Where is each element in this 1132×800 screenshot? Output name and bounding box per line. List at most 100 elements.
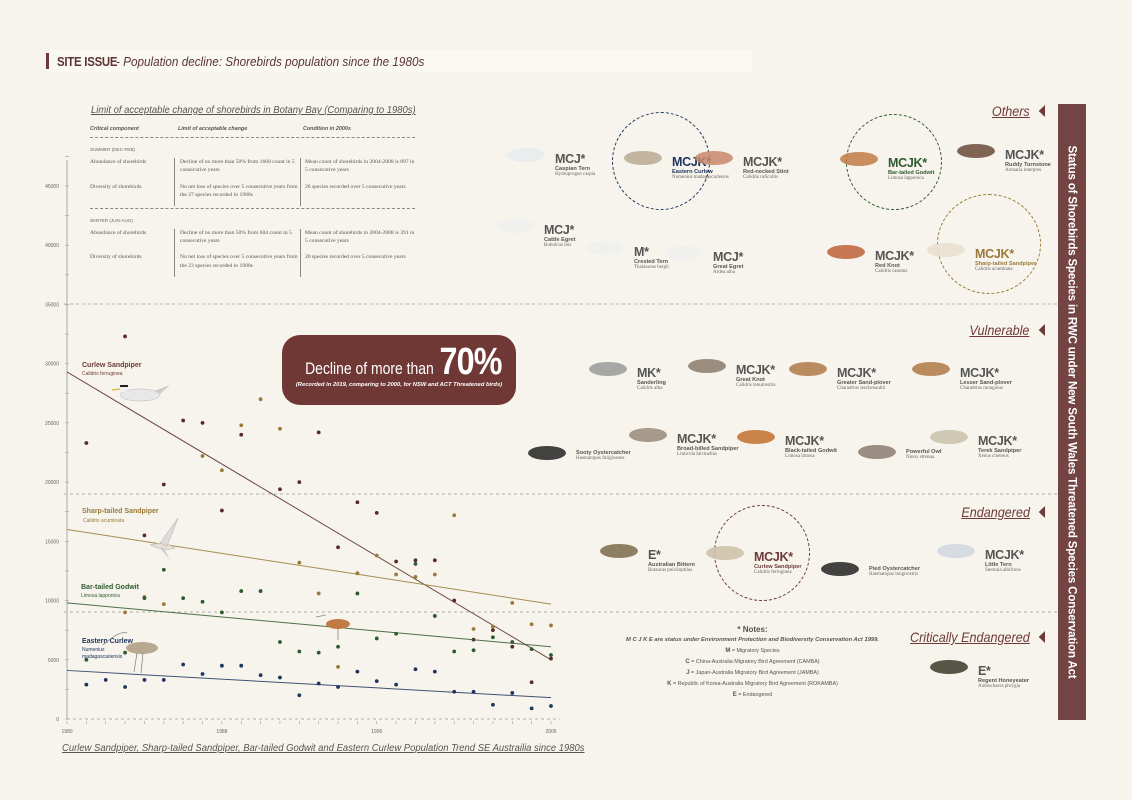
bird-illustration-icon (629, 428, 667, 442)
bird-illustration-icon (589, 362, 627, 376)
status-code: E* (978, 664, 991, 678)
data-point (549, 653, 553, 657)
data-point (219, 468, 224, 473)
status-code: MCJK* (743, 155, 782, 169)
series-curlew-sandpiper (66, 334, 553, 685)
notes-panel: * Notes: M C J K E are status under Envi… (620, 625, 885, 703)
table-row: Diversity of shorebirds No net loss of s… (90, 183, 406, 199)
species-name: Broad-billed Sandpiper (677, 446, 739, 452)
lac-header-row: Critical component Limit of acceptable c… (90, 126, 415, 138)
data-point (452, 689, 457, 694)
data-point (432, 614, 437, 618)
data-point (200, 672, 205, 676)
bar-tailed-godwit-illustration (315, 614, 350, 640)
bird-illustration-icon (706, 546, 744, 560)
scientific-name: Ninox strenua (906, 455, 935, 460)
bird-illustration-icon (624, 151, 662, 165)
data-point (123, 685, 127, 689)
data-point (297, 480, 302, 485)
scientific-name: Hydroprogne caspia (555, 172, 596, 177)
status-panel-title: Status of Shorebirds Species in RWC unde… (1065, 145, 1079, 679)
species-name: Caspian Tern (555, 166, 591, 172)
species-card-little-tern: MCJK* Little Tern Sternula albifrons (937, 544, 1024, 573)
bird-illustration-icon (821, 562, 859, 576)
bird-illustration-icon (930, 430, 968, 444)
species-card-curlew-sandpiper: MCJK* Curlew Sandpiper Calidris ferruginea (706, 546, 802, 575)
status-code: MCJK* (677, 432, 716, 446)
status-code: MCJK* (736, 363, 775, 377)
data-point (316, 430, 321, 435)
data-point (413, 574, 418, 579)
y-tick-label: 30000 (45, 362, 59, 368)
species-name: Black-tailed Godwit (785, 448, 837, 454)
data-point (452, 513, 457, 518)
species-card-red-necked-stint: MCJK* Red-necked Stint Calidris ruficollis (695, 151, 789, 180)
species-name: Cattle Egret (544, 237, 576, 243)
species-name: Terek Sandpiper (978, 448, 1022, 454)
status-side-panel: Status of Shorebirds Species in RWC unde… (1058, 104, 1086, 720)
y-tick-label: 0 (56, 717, 59, 723)
trend-line (66, 669, 552, 699)
data-point (394, 559, 399, 564)
data-point (529, 647, 534, 652)
status-code: M* (634, 245, 649, 259)
data-point (432, 572, 437, 577)
data-point (374, 511, 379, 515)
status-code: MCJK* (837, 366, 876, 380)
decline-note: (Recorded in 2019, comparing to 2000, fo… (295, 382, 503, 388)
species-card-bar-tailed-godwit: MCJK* Bar-tailed Godwit Limosa lapponica (840, 152, 934, 181)
scientific-name: Thalasseus bergii (634, 265, 669, 270)
data-point (491, 624, 495, 629)
lac-winter-group: Abundance of shorebirds Decline of no mo… (90, 228, 415, 277)
status-code: MCJK* (785, 434, 824, 448)
data-point (258, 673, 263, 678)
lac-summer-group: Abundance of shorebirds Decline of no mo… (90, 158, 415, 206)
bird-illustration-icon (528, 446, 566, 460)
data-point (394, 631, 399, 636)
svg-text:madagascariensis: madagascariensis (82, 654, 123, 660)
status-code: E* (648, 548, 661, 562)
bird-illustration-icon (688, 359, 726, 373)
series-labels: Curlew Sandpiper Calidris ferruginea Sha… (81, 362, 159, 660)
lac-season-winter: WINTER (JUN-AUG) (90, 217, 133, 223)
data-point (471, 689, 476, 694)
bird-illustration-icon (957, 144, 995, 158)
scientific-name: Ardea alba (713, 270, 735, 275)
data-point (278, 426, 282, 431)
data-point (491, 635, 495, 640)
category-vulnerable: Vulnerable (970, 322, 1045, 338)
data-point (413, 558, 418, 563)
data-point (84, 657, 89, 662)
data-point (258, 589, 263, 593)
data-point (374, 553, 379, 558)
data-point (181, 596, 186, 601)
species-name: Red-necked Stint (743, 169, 789, 175)
species-card-ruddy-turnstone: MCJK* Ruddy Turnstone Arenaria interpres (957, 144, 1051, 173)
bird-illustration-icon (507, 148, 545, 162)
data-point (239, 423, 244, 428)
lac-title: Limit of acceptable change of shorebirds… (91, 104, 416, 116)
data-point (142, 533, 147, 538)
scientific-name: Limosa lapponica (888, 176, 924, 181)
species-name: Eastern Curlew (672, 169, 713, 175)
status-code: MCJ* (713, 250, 744, 264)
data-point (181, 418, 186, 423)
x-tick-label: 1996 (371, 729, 382, 735)
data-point (413, 561, 418, 566)
decline-text: Decline of more than (305, 359, 434, 378)
scientific-name: Sternula albifrons (985, 568, 1021, 573)
data-point (355, 669, 360, 674)
crested-tern-illustration (111, 384, 170, 402)
data-point (336, 545, 340, 550)
data-point (297, 693, 302, 698)
species-name: Greater Sand-plover (837, 380, 891, 386)
scientific-name: Calidris acuminata (975, 267, 1013, 272)
bird-illustration-icon (737, 430, 775, 444)
species-card-red-knot: MCJK* Red Knot Calidris canutus (827, 245, 914, 274)
site-issue-tag: SITE ISSUE (57, 53, 118, 69)
note-item: M = Migratory Species (725, 648, 780, 654)
data-point (510, 691, 515, 695)
trend-line (66, 371, 552, 661)
data-point (549, 623, 553, 628)
species-name: Curlew Sandpiper (754, 564, 802, 570)
